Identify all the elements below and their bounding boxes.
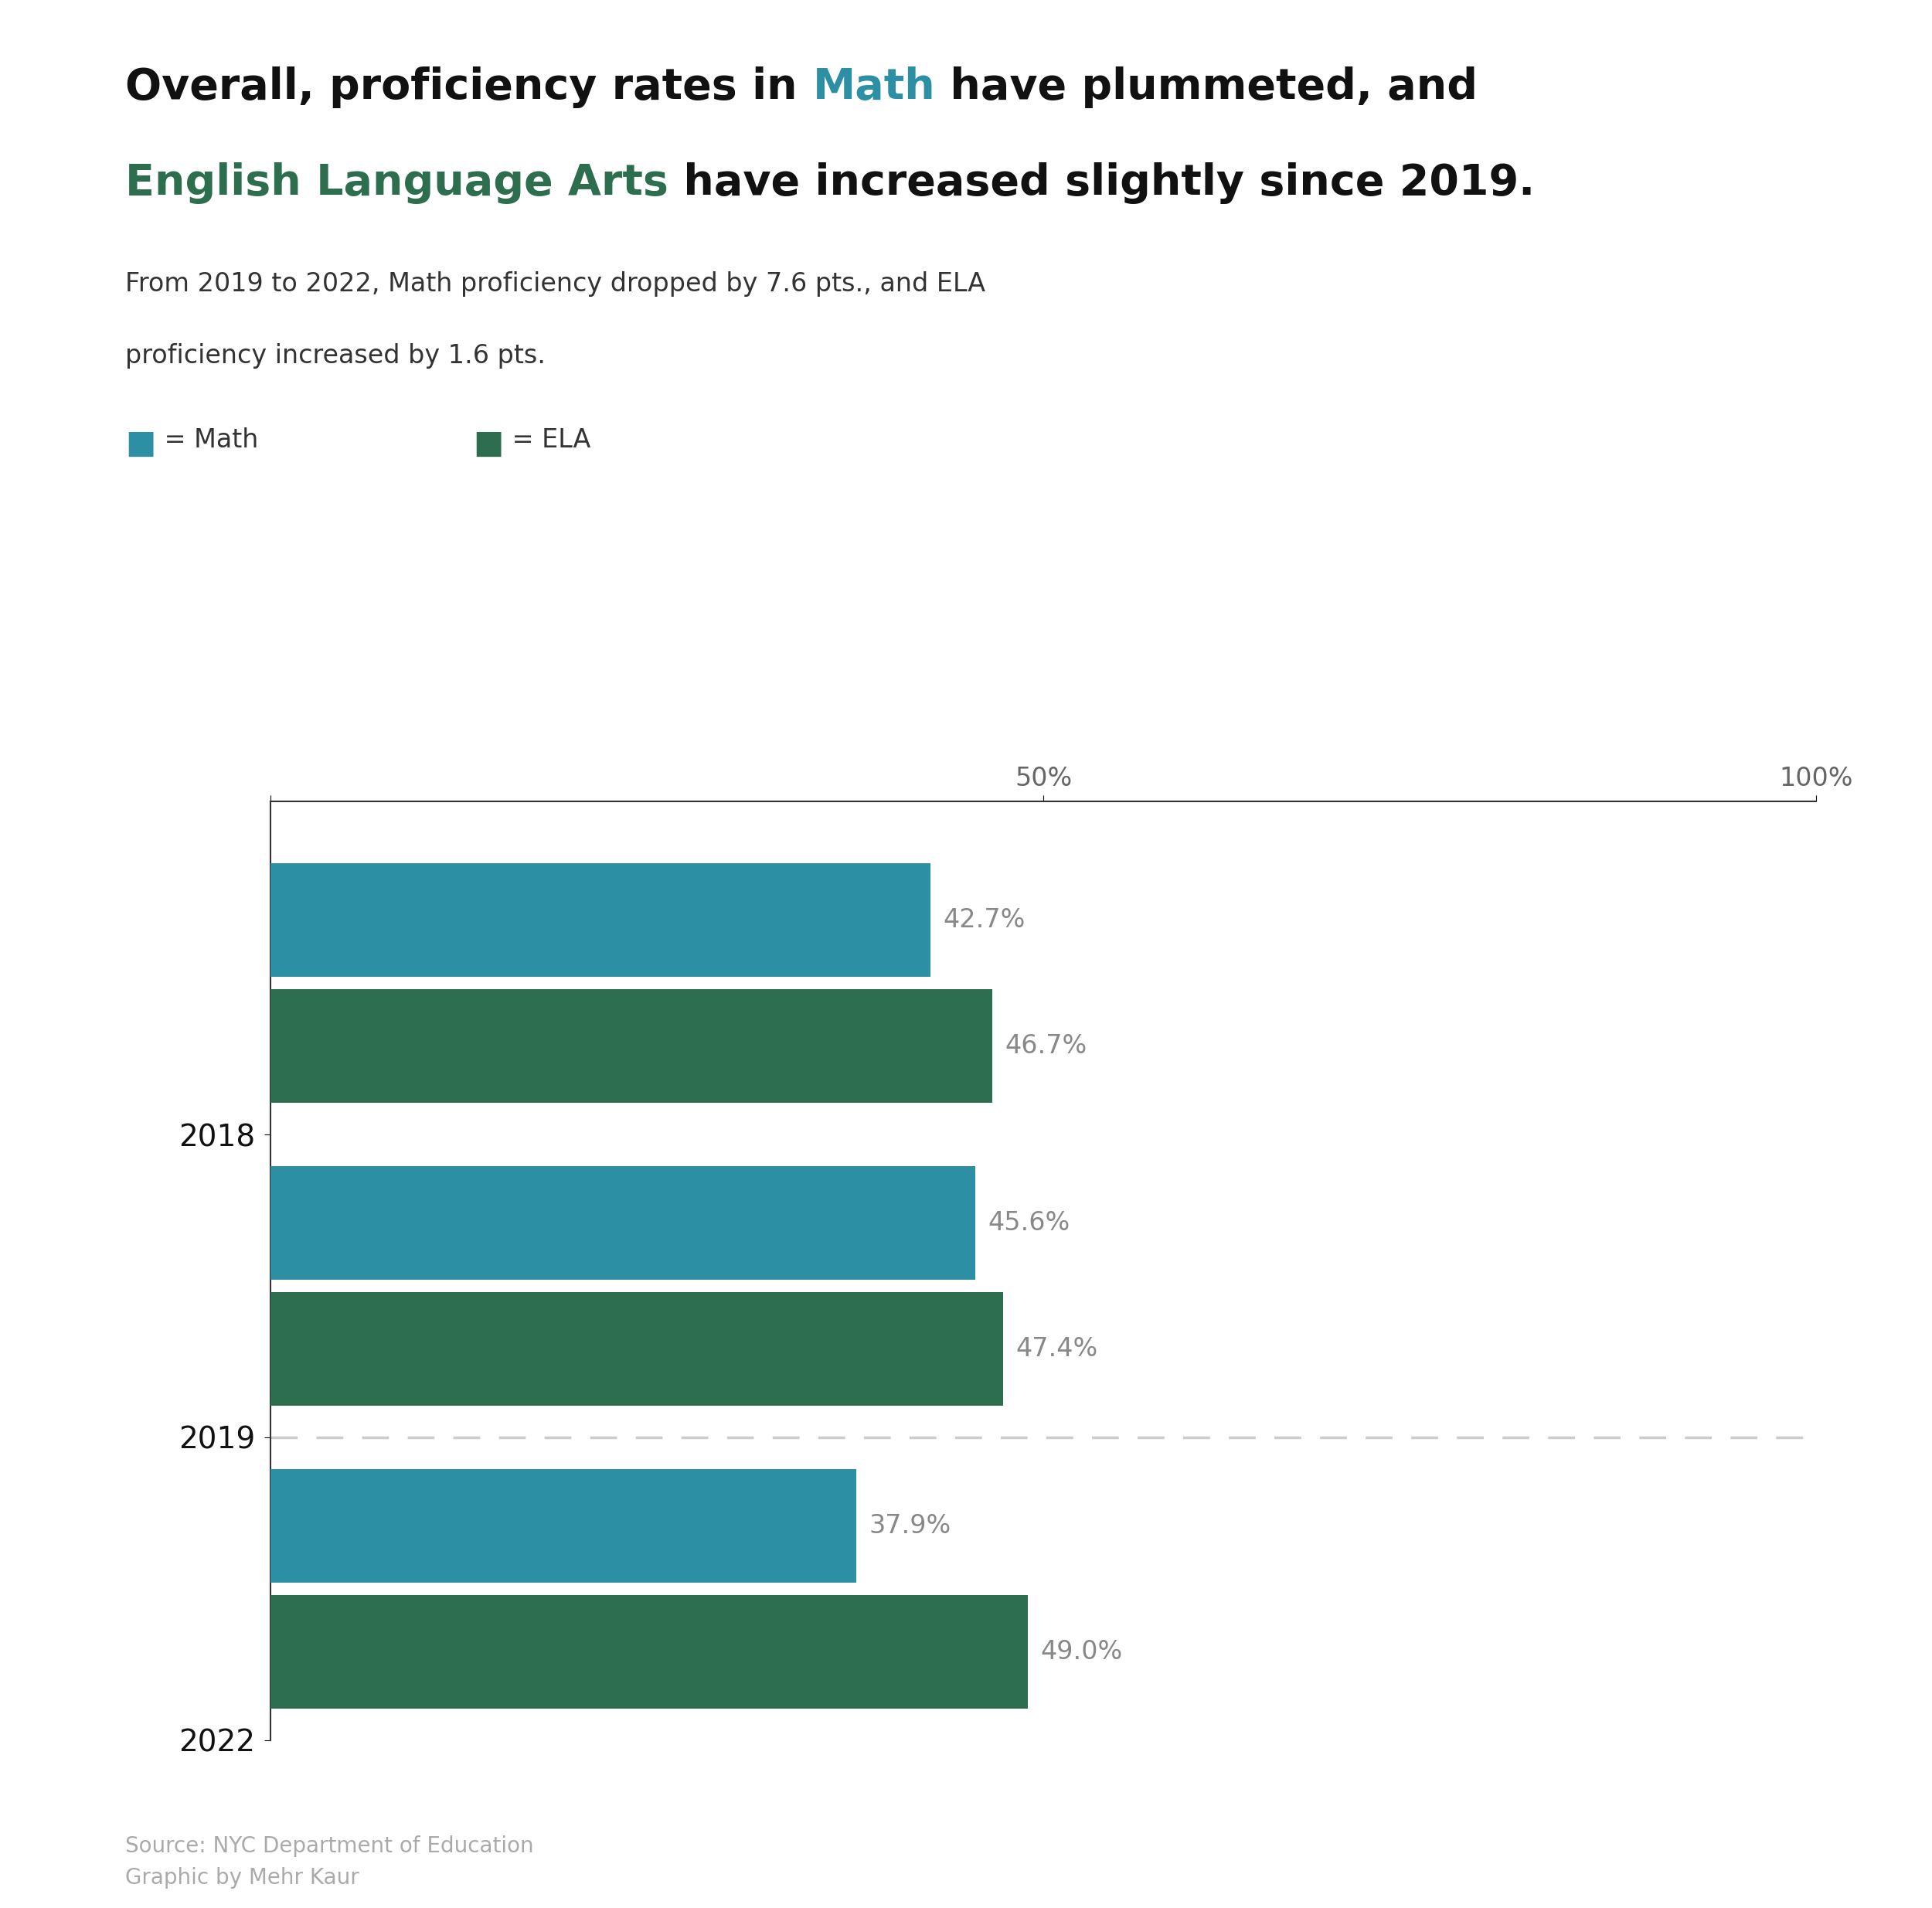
Text: 49.0%: 49.0% [1039, 1639, 1122, 1664]
Text: 47.4%: 47.4% [1016, 1336, 1097, 1362]
Text: Source: NYC Department of Education
Graphic by Mehr Kaur: Source: NYC Department of Education Grap… [126, 1835, 533, 1889]
Text: From 2019 to 2022, Math proficiency dropped by 7.6 pts., and ELA: From 2019 to 2022, Math proficiency drop… [126, 271, 985, 296]
Text: 37.9%: 37.9% [869, 1513, 951, 1538]
Text: 46.7%: 46.7% [1005, 1032, 1086, 1059]
Text: have plummeted, and: have plummeted, and [935, 67, 1478, 109]
Text: 42.7%: 42.7% [943, 908, 1026, 933]
Text: ■: ■ [126, 427, 156, 460]
Text: English Language Arts: English Language Arts [126, 162, 668, 204]
Bar [270, 1469, 856, 1584]
Text: Math: Math [813, 67, 935, 109]
Text: Overall, proficiency rates in: Overall, proficiency rates in [126, 67, 813, 109]
Bar [270, 1166, 976, 1280]
Bar [270, 988, 993, 1103]
Bar [270, 864, 931, 977]
Bar [270, 1595, 1028, 1708]
Text: = Math: = Math [156, 427, 259, 452]
Text: = ELA: = ELA [504, 427, 591, 452]
Text: have increased slightly since 2019.: have increased slightly since 2019. [668, 162, 1536, 204]
Bar [270, 1292, 1003, 1406]
Text: proficiency increased by 1.6 pts.: proficiency increased by 1.6 pts. [126, 343, 547, 368]
Text: 45.6%: 45.6% [987, 1210, 1070, 1236]
Text: ■: ■ [473, 427, 504, 460]
